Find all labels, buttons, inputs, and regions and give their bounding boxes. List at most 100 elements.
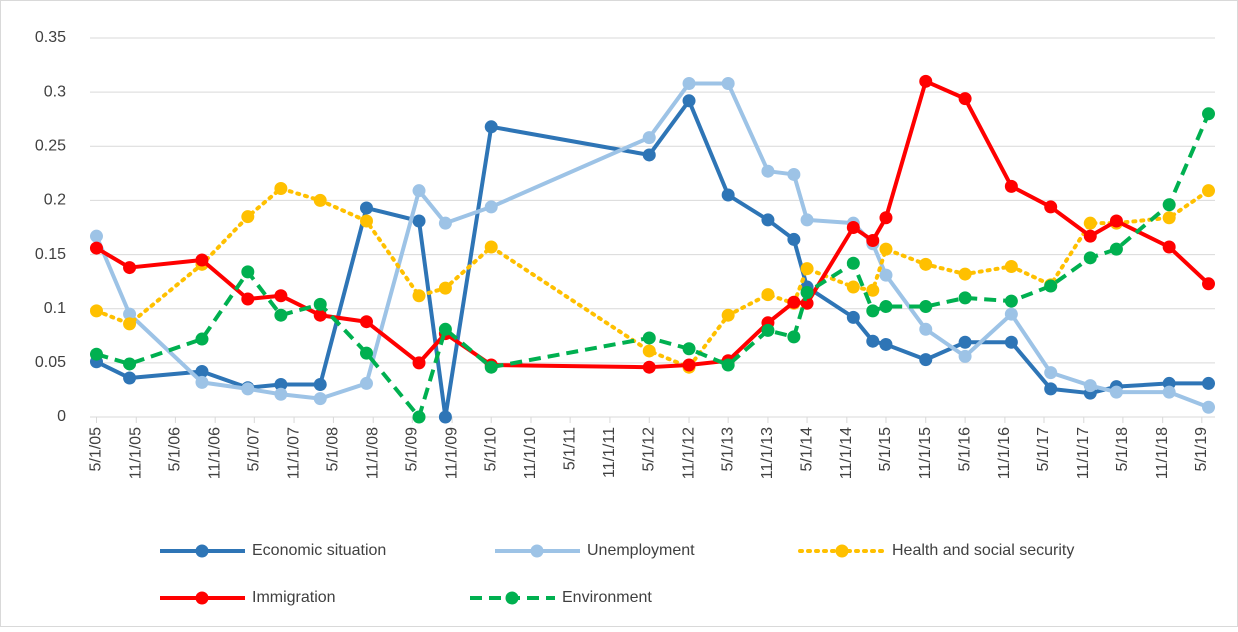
data-point [313,378,327,392]
data-point [241,265,255,279]
y-tick-label: 0.2 [44,192,66,209]
x-tick-label: 11/1/16 [996,427,1013,479]
y-tick-label: 0.25 [35,138,66,155]
data-point [879,337,893,351]
x-tick-label: 5/1/17 [1035,427,1052,472]
data-point [123,371,137,385]
data-point [846,280,860,294]
x-tick-label: 5/1/13 [719,427,736,472]
data-point [721,76,735,90]
data-point [846,310,860,324]
data-point [274,378,288,392]
data-point [866,233,880,247]
data-point [879,300,893,314]
data-point [1083,216,1097,230]
data-point [682,358,696,372]
x-tick-label: 5/1/09 [404,427,421,472]
data-point [123,317,137,331]
data-point [1162,385,1176,399]
data-point [438,281,452,295]
data-point [800,213,814,227]
data-point [1109,242,1123,256]
y-tick-label: 0.3 [44,83,66,100]
x-tick-label: 11/1/12 [680,427,697,479]
data-point [359,315,373,329]
data-point [484,120,498,134]
legend-marker [530,544,544,558]
y-tick-label: 0.05 [35,354,66,371]
data-point [761,164,775,178]
data-point [89,241,103,255]
data-point [1109,385,1123,399]
data-point [642,331,656,345]
data-point [412,410,426,424]
data-point [919,300,933,314]
x-tick-label: 11/1/13 [759,427,776,479]
data-point [359,346,373,360]
data-point [274,289,288,303]
data-point [1109,214,1123,228]
legend-marker [195,544,209,558]
legend-marker [195,591,209,605]
data-point [787,232,801,246]
data-point [89,347,103,361]
y-tick-label: 0 [57,408,66,425]
data-point [241,292,255,306]
data-point [195,375,209,389]
x-tick-label: 11/1/11 [601,427,618,478]
data-point [787,330,801,344]
data-point [800,262,814,276]
data-point [958,267,972,281]
data-point [1004,335,1018,349]
data-point [787,167,801,181]
data-point [241,382,255,396]
data-point [195,332,209,346]
data-point [1004,259,1018,273]
x-tick-label: 5/1/19 [1193,427,1210,472]
data-point [438,410,452,424]
data-point [1083,251,1097,265]
data-point [1202,277,1216,291]
data-point [1004,179,1018,193]
data-point [1202,184,1216,198]
data-point [866,334,880,348]
data-point [642,360,656,374]
data-point [879,242,893,256]
data-point [438,322,452,336]
data-point [359,214,373,228]
data-point [412,214,426,228]
data-point [866,304,880,318]
x-tick-label: 5/1/05 [88,427,105,472]
data-point [846,221,860,234]
y-tick-label: 0.1 [44,300,66,317]
data-point [1202,400,1216,414]
data-point [721,308,735,322]
data-point [919,353,933,367]
data-point [800,285,814,299]
x-tick-label: 5/1/10 [482,427,499,472]
x-tick-label: 5/1/11 [561,427,578,470]
x-tick-label: 5/1/06 [167,427,184,472]
legend-label: Unemployment [587,542,695,559]
data-point [274,387,288,401]
data-point [484,200,498,214]
data-point [241,210,255,224]
y-tick-label: 0.15 [35,246,66,263]
data-point [313,193,327,207]
data-point [359,201,373,215]
x-tick-label: 11/1/14 [838,427,855,479]
data-point [313,308,327,322]
data-point [642,131,656,145]
legend-marker [835,544,849,558]
x-tick-label: 11/1/07 [285,427,302,479]
data-point [412,356,426,370]
data-point [919,74,933,88]
x-tick-label: 11/1/06 [206,427,223,479]
data-point [1044,200,1058,214]
data-point [1004,307,1018,321]
y-tick-label: 0.35 [35,29,66,46]
data-point [919,322,933,336]
